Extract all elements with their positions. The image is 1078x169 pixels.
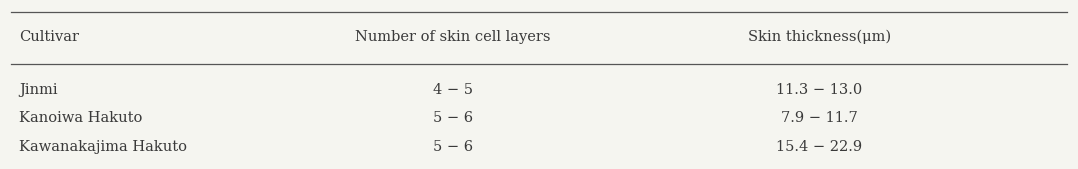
Text: Kawanakajima Hakuto: Kawanakajima Hakuto	[19, 140, 188, 154]
Text: Kanoiwa Hakuto: Kanoiwa Hakuto	[19, 111, 142, 125]
Text: 15.4 − 22.9: 15.4 − 22.9	[776, 140, 862, 154]
Text: Cultivar: Cultivar	[19, 30, 80, 44]
Text: Number of skin cell layers: Number of skin cell layers	[355, 30, 551, 44]
Text: Skin thickness(μm): Skin thickness(μm)	[748, 30, 890, 44]
Text: 5 − 6: 5 − 6	[432, 140, 473, 154]
Text: 4 − 5: 4 − 5	[432, 83, 473, 96]
Text: 7.9 − 11.7: 7.9 − 11.7	[780, 111, 858, 125]
Text: 11.3 − 13.0: 11.3 − 13.0	[776, 83, 862, 96]
Text: 5 − 6: 5 − 6	[432, 111, 473, 125]
Text: Jinmi: Jinmi	[19, 83, 58, 96]
